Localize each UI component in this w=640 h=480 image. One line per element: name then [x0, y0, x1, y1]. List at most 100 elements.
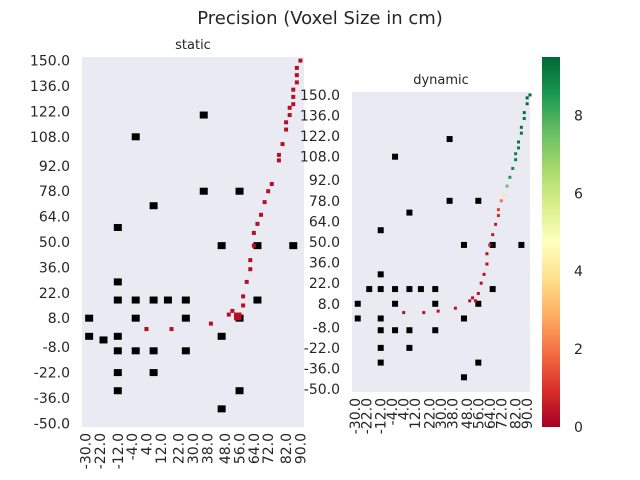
dynamic-x-tick-label: 30.0: [434, 398, 450, 429]
static-data-cell: [287, 105, 292, 110]
panel-dynamic-title: dynamic: [413, 73, 469, 88]
static-y-tick-label: 36.0: [39, 260, 70, 276]
dynamic-missing-cell: [354, 300, 361, 307]
dynamic-y-tick-label: -50.0: [304, 382, 340, 398]
dynamic-missing-cell: [475, 197, 482, 204]
dynamic-data-cell: [491, 233, 495, 237]
dynamic-x-tick-label: 82.0: [509, 398, 525, 429]
dynamic-data-cell: [514, 152, 518, 156]
dynamic-missing-cell: [392, 300, 399, 307]
dynamic-data-cell: [485, 252, 489, 256]
dynamic-plot-area: [352, 92, 530, 392]
static-x-tick-label: 90.0: [293, 433, 309, 464]
dynamic-data-cell: [422, 311, 426, 315]
static-x-tick-label: 48.0: [218, 433, 234, 464]
dynamic-data-cell: [519, 125, 523, 129]
static-y-tick-label: 108.0: [30, 130, 70, 146]
dynamic-missing-cell: [377, 227, 384, 234]
static-y-tick-label: -50.0: [34, 416, 70, 432]
dynamic-missing-cell: [432, 286, 439, 293]
static-missing-cell: [113, 278, 122, 286]
static-x-tick-label: -4.0: [125, 433, 141, 460]
static-missing-cell: [85, 332, 94, 340]
dynamic-missing-cell: [377, 286, 384, 293]
colorbar-tick-label: 2: [574, 342, 583, 358]
static-data-cell: [259, 212, 264, 217]
static-data-cell: [284, 120, 289, 125]
static-data-cell: [248, 267, 253, 272]
static-y-tick-label: 8.0: [48, 311, 70, 327]
dynamic-missing-cell: [406, 344, 413, 351]
static-x-tick-label: 72.0: [261, 433, 277, 464]
static-missing-cell: [253, 296, 262, 304]
dynamic-data-cell: [508, 175, 512, 179]
static-data-cell: [237, 312, 242, 317]
dynamic-x-tick-label: 64.0: [483, 398, 499, 429]
static-data-cell: [294, 65, 299, 70]
static-missing-cell: [149, 296, 158, 304]
dynamic-x-tick-label: 22.0: [423, 398, 439, 429]
dynamic-x-tick-label: -12.0: [374, 398, 390, 434]
dynamic-data-cell: [517, 146, 521, 150]
static-y-tick-label: -8.0: [43, 340, 70, 356]
dynamic-data-cell: [476, 291, 480, 295]
static-missing-cell: [99, 336, 108, 344]
dynamic-data-cell: [488, 243, 492, 247]
dynamic-y-tick-label: 150.0: [300, 88, 340, 104]
dynamic-x-tick-label: 48.0: [460, 398, 476, 429]
static-data-cell: [266, 189, 271, 194]
static-data-cell: [287, 113, 292, 118]
figure-title: Precision (Voxel Size in cm): [197, 8, 443, 29]
dynamic-missing-cell: [475, 359, 482, 366]
static-data-cell: [226, 312, 231, 317]
dynamic-y-tick-label: 8.0: [318, 297, 340, 313]
dynamic-x-tick-label: 12.0: [408, 398, 424, 429]
static-missing-cell: [113, 347, 122, 355]
static-y-tick-label: 150.0: [30, 54, 70, 70]
static-missing-cell: [131, 133, 140, 141]
static-data-cell: [244, 279, 249, 284]
static-data-cell: [169, 327, 174, 332]
static-missing-cell: [217, 242, 226, 250]
dynamic-missing-cell: [446, 197, 453, 204]
static-missing-cell: [181, 347, 190, 355]
static-missing-cell: [235, 387, 244, 395]
dynamic-x-tick-label: -30.0: [348, 398, 364, 434]
dynamic-missing-cell: [377, 327, 384, 334]
static-missing-cell: [181, 314, 190, 322]
colorbar-tick-label: 6: [574, 186, 583, 202]
dynamic-missing-cell: [475, 300, 482, 307]
colorbar-tick-label: 4: [574, 264, 583, 280]
dynamic-missing-cell: [460, 374, 467, 381]
dynamic-missing-cell: [392, 327, 399, 334]
dynamic-x-tick-label: -22.0: [359, 398, 375, 434]
static-missing-cell: [253, 242, 262, 250]
static-data-cell: [251, 230, 256, 235]
dynamic-missing-cell: [460, 241, 467, 248]
static-data-cell: [291, 94, 296, 99]
dynamic-data-cell: [511, 166, 515, 170]
dynamic-y-tick-label: 108.0: [300, 150, 340, 166]
static-missing-cell: [149, 202, 158, 210]
dynamic-missing-cell: [377, 359, 384, 366]
dynamic-data-cell: [514, 158, 518, 162]
static-data-cell: [291, 102, 296, 107]
dynamic-missing-cell: [518, 241, 525, 248]
static-data-cell: [294, 73, 299, 78]
dynamic-data-cell: [496, 208, 500, 212]
dynamic-data-cell: [522, 111, 526, 115]
static-data-cell: [291, 87, 296, 92]
dynamic-data-cell: [436, 309, 440, 313]
dynamic-x-tick-label: 56.0: [471, 398, 487, 429]
dynamic-missing-cell: [377, 315, 384, 322]
dynamic-missing-cell: [432, 327, 439, 334]
static-missing-cell: [217, 332, 226, 340]
dynamic-missing-cell: [392, 153, 399, 160]
static-y-tick-label: 122.0: [30, 104, 70, 120]
static-x-tick-label: 12.0: [154, 433, 170, 464]
static-x-tick-label: 4.0: [139, 433, 155, 455]
static-data-cell: [241, 303, 246, 308]
static-missing-cell: [85, 314, 94, 322]
dynamic-data-cell: [517, 140, 521, 144]
